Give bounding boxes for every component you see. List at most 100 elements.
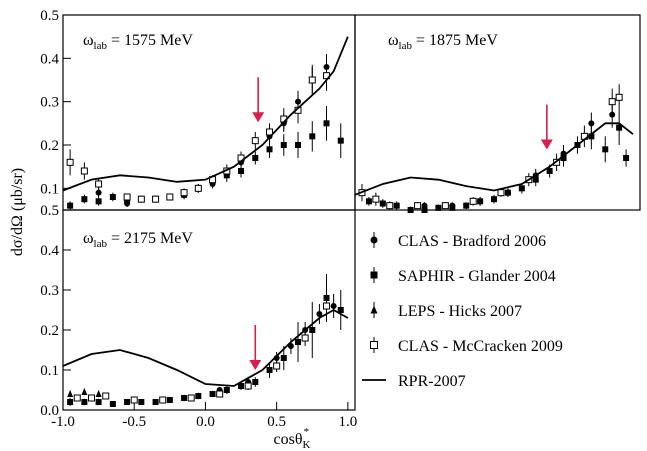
data-point <box>497 189 505 197</box>
data-point <box>238 168 245 174</box>
legend-marker <box>370 271 378 279</box>
data-point <box>102 392 110 400</box>
y-tick-label: 0.4 <box>40 51 59 67</box>
data-point <box>81 388 88 395</box>
data-point <box>73 394 81 402</box>
data-point <box>386 202 394 210</box>
x-label-part: * <box>303 426 309 438</box>
data-point <box>180 189 188 197</box>
x-tick-label: -0.5 <box>122 414 146 430</box>
data-point <box>123 193 131 201</box>
legend-label: SAPHIR - Glander 2004 <box>398 268 556 285</box>
title-part: = 1875 MeV <box>412 32 498 49</box>
data-point <box>181 395 188 401</box>
title-part: lab <box>94 238 108 250</box>
data-point <box>152 399 159 405</box>
data-point <box>588 133 595 140</box>
y-tick-label: 0.3 <box>40 283 59 299</box>
model-curve <box>62 36 349 192</box>
data-point <box>209 391 216 397</box>
data-point <box>80 167 88 175</box>
data-point <box>137 195 145 203</box>
data-point <box>95 390 102 397</box>
data-point <box>295 339 302 345</box>
data-point <box>152 195 160 203</box>
data-point <box>244 382 252 390</box>
model-curve <box>354 122 634 196</box>
panel-frame <box>62 209 356 411</box>
data-point <box>337 307 344 313</box>
data-point <box>330 303 337 309</box>
y-tick-label: 0.5 <box>40 203 59 219</box>
data-point <box>130 396 138 404</box>
data-point <box>166 193 174 201</box>
data-point <box>95 399 102 405</box>
data-point <box>81 196 88 203</box>
title-part: ω <box>388 32 399 49</box>
data-point <box>195 393 202 399</box>
arrow-head <box>540 139 553 150</box>
data-point <box>301 334 309 342</box>
data-point <box>95 189 102 196</box>
x-axis-label: cosθK* <box>274 426 311 451</box>
data-point <box>223 387 230 393</box>
data-point <box>87 394 95 402</box>
data-point <box>67 390 74 397</box>
legend-label: LEPS - Hicks 2007 <box>398 303 522 320</box>
title-part: ω <box>83 230 94 247</box>
data-point <box>159 396 167 404</box>
panel-title: ωlab = 1875 MeV <box>388 32 498 52</box>
y-tick-label: 0.1 <box>40 181 59 197</box>
data-point <box>469 197 477 205</box>
data-point <box>166 397 173 403</box>
data-point <box>477 198 484 205</box>
data-point <box>124 198 131 205</box>
legend-label: CLAS - Bradford 2006 <box>398 233 546 250</box>
data-point <box>216 390 224 398</box>
data-point <box>602 146 609 153</box>
data-point <box>323 302 331 310</box>
data-point <box>124 399 131 405</box>
data-point <box>252 155 259 161</box>
data-point <box>95 198 102 205</box>
data-point <box>308 76 316 84</box>
y-axis-label: dσ/dΩ (μb/sr) <box>9 168 26 256</box>
data-point <box>365 198 372 205</box>
data-point <box>532 176 539 183</box>
data-point <box>623 155 630 161</box>
data-point <box>138 399 145 405</box>
data-point <box>280 355 287 361</box>
data-point <box>518 185 525 192</box>
data-point <box>187 394 195 402</box>
legend-marker <box>370 341 378 349</box>
title-part: lab <box>94 40 108 52</box>
legend-marker <box>370 236 378 244</box>
model-curve <box>62 308 349 387</box>
data-point <box>608 98 616 106</box>
data-point <box>309 133 316 140</box>
y-tick-label: 0.3 <box>40 95 59 111</box>
data-point <box>266 146 273 153</box>
data-point <box>546 168 553 174</box>
data-point <box>372 195 380 203</box>
data-point <box>616 124 623 131</box>
arrow-head <box>249 360 262 370</box>
data-point <box>441 202 449 210</box>
y-tick-label: 0.5 <box>40 8 59 24</box>
data-point <box>323 120 330 127</box>
y-tick-label: 0.2 <box>40 323 59 339</box>
y-tick-label: 0.2 <box>40 138 59 154</box>
panel-frame <box>354 14 641 211</box>
y-tick-label: 0.0 <box>40 403 59 419</box>
title-part: ω <box>83 32 94 49</box>
legend-marker <box>370 305 378 314</box>
panel-title: ωlab = 2175 MeV <box>83 230 193 250</box>
data-point <box>266 128 274 136</box>
x-label-part: cosθ <box>274 431 303 448</box>
panel-title: ωlab = 1575 MeV <box>83 32 193 52</box>
data-point <box>393 202 400 209</box>
data-point <box>491 196 498 203</box>
data-point <box>337 137 344 144</box>
arrow-head <box>252 112 265 123</box>
